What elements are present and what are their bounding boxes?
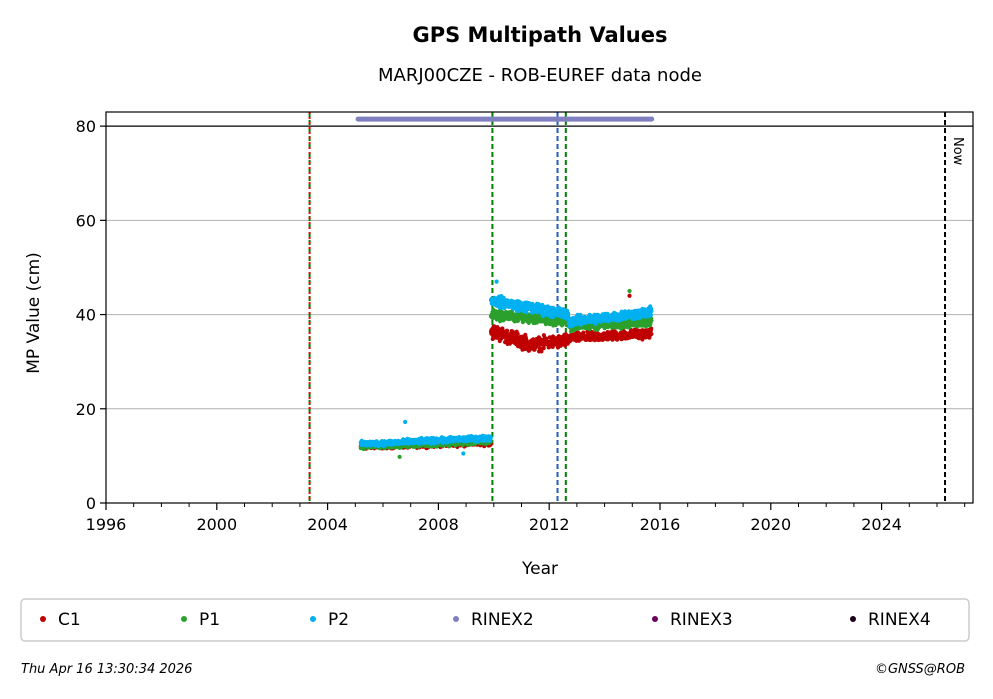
chart-title: GPS Multipath Values <box>412 23 667 47</box>
data-point <box>649 326 654 331</box>
legend-label-rinex3: RINEX3 <box>670 610 733 630</box>
series-p2 <box>358 294 654 449</box>
x-axis-label: Year <box>521 559 558 579</box>
legend-marker-rinex3 <box>652 616 658 622</box>
legend-marker-p1 <box>181 616 187 622</box>
x-tick-label: 2000 <box>196 515 237 534</box>
y-tick-label: 0 <box>86 494 96 513</box>
outlier-point <box>494 279 499 284</box>
legend-marker-c1 <box>40 616 46 622</box>
x-tick-label: 2012 <box>529 515 570 534</box>
data-point <box>545 304 551 309</box>
legend-box <box>20 598 970 642</box>
series-c1 <box>358 324 654 451</box>
y-axis-label: MP Value (cm) <box>24 252 44 374</box>
x-tick-label: 2016 <box>640 515 681 534</box>
legend-marker-rinex4 <box>850 616 856 622</box>
data-point <box>550 315 556 320</box>
outlier-point <box>627 288 632 294</box>
data-point <box>649 331 654 337</box>
y-tick-label: 40 <box>76 306 96 325</box>
footer-credit: ©GNSS@ROB <box>875 662 965 677</box>
plot-frame <box>105 111 974 504</box>
outlier-point <box>397 454 402 459</box>
data-point <box>649 309 654 314</box>
x-tick-label: 2024 <box>861 515 902 534</box>
chart-subtitle: MARJ00CZE - ROB-EUREF data node <box>378 65 702 86</box>
legend-marker-p2 <box>310 616 316 622</box>
footer-timestamp: Thu Apr 16 13:30:34 2026 <box>21 662 192 677</box>
outlier-point <box>627 293 632 298</box>
data-point <box>649 318 654 323</box>
data-point <box>505 328 510 333</box>
data-point <box>648 312 654 318</box>
data-point <box>600 337 605 342</box>
data-points <box>358 279 654 459</box>
y-tick-label: 60 <box>76 211 96 230</box>
outlier-point <box>403 419 408 425</box>
data-point <box>578 312 583 317</box>
x-tick-label: 2008 <box>418 515 459 534</box>
data-point <box>553 323 558 328</box>
legend: C1 P1 P2 RINEX2 RINEX3 RINEX4 <box>20 598 970 642</box>
legend-marker-rinex2 <box>453 616 459 622</box>
now-label: Now <box>950 137 965 166</box>
x-tick-label: 2004 <box>307 515 348 534</box>
axis-ticks: 0 20 40 60 80 1996 2000 2004 2008 2012 2016 2020 202… <box>76 117 966 534</box>
legend-label-p2: P2 <box>328 610 349 630</box>
data-point <box>540 302 545 308</box>
legend-label-p1: P1 <box>199 610 220 630</box>
data-point <box>488 435 493 440</box>
data-point <box>566 311 571 316</box>
data-point <box>496 326 501 331</box>
x-tick-label: 2020 <box>750 515 791 534</box>
data-point <box>541 346 546 351</box>
data-point <box>581 330 586 335</box>
data-point <box>515 331 520 336</box>
data-point <box>501 295 506 300</box>
legend-label-rinex2: RINEX2 <box>471 610 534 630</box>
legend-label-rinex4: RINEX4 <box>868 610 931 630</box>
outlier-point <box>461 451 466 456</box>
y-tick-label: 80 <box>76 117 96 136</box>
legend-label-c1: C1 <box>58 610 81 630</box>
y-tick-label: 20 <box>76 400 96 419</box>
x-tick-label: 1996 <box>86 515 127 534</box>
